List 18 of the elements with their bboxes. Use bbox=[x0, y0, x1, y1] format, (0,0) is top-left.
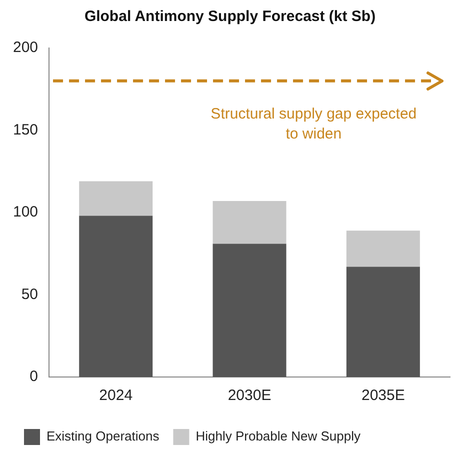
x-tick-label: 2024 bbox=[99, 387, 133, 404]
bar bbox=[79, 216, 153, 377]
legend-label: Existing Operations bbox=[46, 428, 160, 444]
bar bbox=[346, 230, 420, 267]
ref-line-label: Structural supply gap expected to widen bbox=[210, 106, 417, 143]
legend-label: Highly Probable New Supply bbox=[196, 428, 361, 444]
bar bbox=[346, 266, 420, 377]
chart-title: Global Antimony Supply Forecast (kt Sb) bbox=[84, 8, 376, 26]
bar bbox=[212, 200, 286, 244]
y-tick-label: 200 bbox=[12, 39, 38, 56]
bar bbox=[79, 181, 153, 216]
y-tick-label: 50 bbox=[21, 286, 38, 303]
x-tick-label: 2035E bbox=[361, 387, 405, 404]
y-tick-label: 150 bbox=[12, 121, 38, 138]
y-tick-label: 0 bbox=[30, 368, 38, 386]
bar bbox=[212, 244, 286, 377]
y-tick-label: 100 bbox=[12, 204, 38, 221]
x-tick-label: 2030E bbox=[228, 387, 272, 404]
